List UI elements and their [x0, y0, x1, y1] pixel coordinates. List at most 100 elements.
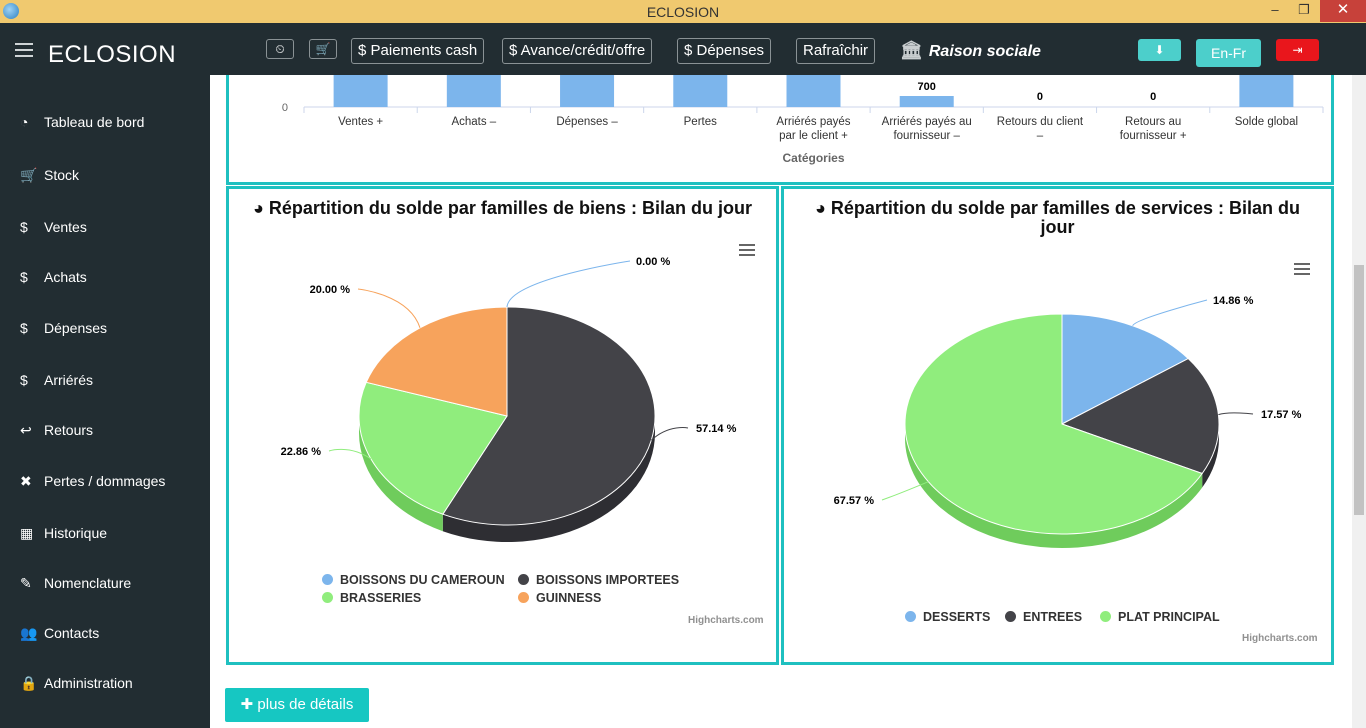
main-content: 0 Ventes + Achats – Dépenses – Pertes Arriéré… — [210, 75, 1352, 728]
pie-slice-side — [359, 416, 443, 532]
chart-menu-icon[interactable] — [739, 244, 755, 259]
logout-icon: ⇥ — [1292, 43, 1303, 57]
pie-data-label: 17.57 % — [1261, 409, 1302, 421]
bar-data-label: 0 — [1150, 91, 1156, 103]
services-pie-panel: ◕ Répartition du solde par familles de s… — [781, 186, 1334, 665]
download-button[interactable]: ⬇ — [1138, 39, 1181, 61]
minimize-button[interactable]: – — [1271, 2, 1279, 17]
pie-slice — [358, 381, 508, 515]
refresh-button[interactable]: Rafraîchir — [796, 38, 876, 64]
label-connector — [328, 448, 372, 460]
window-titlebar: ECLOSION – ❐ ✕ — [0, 0, 1366, 23]
x-axis-title: Catégories — [782, 151, 844, 165]
services-chart-title: ◕ Répartition du solde par familles de s… — [814, 198, 1300, 237]
pie-data-label: 14.86 % — [1213, 295, 1254, 307]
bar-data-label: 700 — [918, 81, 936, 93]
services-pie-chart: 14.86 % 17.57 % 67.57 % — [834, 295, 1302, 548]
dashboard-button[interactable]: ⏲ — [266, 39, 294, 59]
sidebar-item-expenses[interactable]: $ Dépenses — [20, 320, 108, 336]
pie-chart-icon: ◕ — [814, 198, 826, 218]
dollar-icon: $ — [20, 372, 28, 388]
cross-icon: ✖ — [20, 473, 32, 489]
restore-button[interactable]: ❐ — [1298, 2, 1310, 17]
app-icon — [3, 3, 19, 19]
category-label: Pertes — [684, 116, 717, 128]
cash-payments-button[interactable]: $ Paiements cash — [351, 38, 485, 64]
sidebar: ◔ Tableau de bord 🛒 Stock $ Ventes $ Achats … — [0, 75, 210, 728]
highcharts-credit[interactable]: Highcharts.com — [1242, 633, 1318, 644]
bar-chart: 0 Ventes + Achats – Dépenses – Pertes Arriéré… — [282, 75, 1324, 165]
cart-icon: 🛒 — [20, 167, 38, 183]
pie-data-label: 0.00 % — [636, 256, 670, 268]
legend-item-boissons-importees[interactable]: BOISSONS IMPORTEES — [518, 573, 679, 587]
label-connector — [506, 260, 631, 308]
sidebar-item-nomenclature[interactable]: ✎ Nomenclature — [20, 575, 132, 591]
bar — [560, 75, 615, 107]
lock-icon: 🔒 — [20, 675, 38, 691]
label-connector — [1132, 299, 1208, 327]
scrollbar-thumb[interactable] — [1354, 265, 1364, 515]
menu-toggle-icon[interactable] — [15, 43, 33, 61]
advance-credit-button[interactable]: $ Avance/crédit/offre — [502, 38, 653, 64]
sidebar-item-returns[interactable]: ↩ Retours — [20, 422, 94, 438]
legend-item-entrees[interactable]: ENTREES — [1005, 610, 1082, 624]
legend-item-desserts[interactable]: DESSERTS — [905, 610, 990, 624]
label-connector — [357, 288, 421, 328]
pie-chart-icon: ◕ — [253, 198, 264, 218]
bar-chart-panel: 0 Ventes + Achats – Dépenses – Pertes Arriéré… — [226, 75, 1334, 185]
goods-chart-title: ◕ Répartition du solde par familles de b… — [253, 198, 752, 218]
pie-slice — [442, 306, 656, 526]
dollar-icon: $ — [20, 320, 28, 336]
bar-data-label: 0 — [1037, 91, 1043, 103]
sidebar-item-contacts[interactable]: 👥 Contacts — [20, 625, 100, 641]
sidebar-item-history[interactable]: ▦ Historique — [20, 525, 108, 541]
users-icon: 👥 — [20, 625, 38, 641]
more-details-button[interactable]: ✚ plus de détails — [225, 688, 369, 722]
pie-data-label: 67.57 % — [834, 495, 875, 507]
dashboard-icon: ⏲ — [275, 42, 285, 56]
close-window-button[interactable]: ✕ — [1320, 0, 1366, 22]
goods-pie-chart: 0.00 % 57.14 % 22.86 % 20.00 % — [281, 256, 737, 542]
language-button[interactable]: En-Fr — [1196, 39, 1261, 67]
sidebar-item-stock[interactable]: 🛒 Stock — [20, 167, 80, 183]
bar — [786, 75, 841, 107]
category-label: Retours au fournisseur + — [1120, 116, 1187, 142]
top-navbar: ECLOSION ⏲ 🛒 $ Paiements cash $ Avance/c… — [0, 23, 1366, 75]
legend-item-guinness[interactable]: GUINNESS — [518, 591, 601, 605]
download-icon: ⬇ — [1154, 43, 1165, 57]
dashboard-icon: ◔ — [20, 114, 29, 130]
sidebar-item-purchases[interactable]: $ Achats — [20, 269, 87, 285]
legend-item-boissons-cameroun[interactable]: BOISSONS DU CAMEROUN — [322, 573, 505, 587]
reply-icon: ↩ — [20, 422, 32, 438]
category-label: Solde global — [1235, 116, 1298, 128]
pie-data-label: 22.86 % — [281, 446, 322, 458]
label-connector — [650, 427, 689, 441]
logout-button[interactable]: ⇥ — [1276, 39, 1319, 61]
y-tick-label: 0 — [282, 102, 288, 114]
cart-button[interactable]: 🛒 — [309, 39, 337, 59]
sidebar-item-losses[interactable]: ✖ Pertes / dommages — [20, 473, 166, 489]
sidebar-item-dashboard[interactable]: ◔ Tableau de bord — [20, 114, 145, 130]
page-scrollbar[interactable] — [1352, 75, 1366, 728]
sidebar-item-administration[interactable]: 🔒 Administration — [20, 675, 133, 691]
cart-icon: 🛒 — [315, 42, 331, 56]
label-connector — [1218, 412, 1254, 416]
bar — [673, 75, 728, 107]
pencil-icon: ✎ — [20, 575, 32, 591]
expenses-button[interactable]: $ Dépenses — [677, 38, 772, 64]
category-label: Achats – — [451, 116, 496, 128]
pie-slice-side — [1202, 424, 1219, 488]
bar — [333, 75, 388, 107]
chart-menu-icon[interactable] — [1294, 263, 1310, 278]
highcharts-credit[interactable]: Highcharts.com — [688, 615, 764, 626]
legend-item-brasseries[interactable]: BRASSERIES — [322, 591, 421, 605]
category-label: Retours du client – — [997, 116, 1084, 142]
legend-item-plat-principal[interactable]: PLAT PRINCIPAL — [1100, 610, 1220, 624]
bar — [899, 96, 954, 107]
bank-icon: 🏛 — [900, 40, 923, 60]
sidebar-item-arrears[interactable]: $ Arriérés — [20, 372, 94, 388]
goods-pie-panel: ◕ Répartition du solde par familles de b… — [226, 186, 779, 665]
pie-slice — [1060, 357, 1220, 475]
sidebar-item-sales[interactable]: $ Ventes — [20, 219, 87, 235]
pie-data-label: 57.14 % — [696, 423, 737, 435]
